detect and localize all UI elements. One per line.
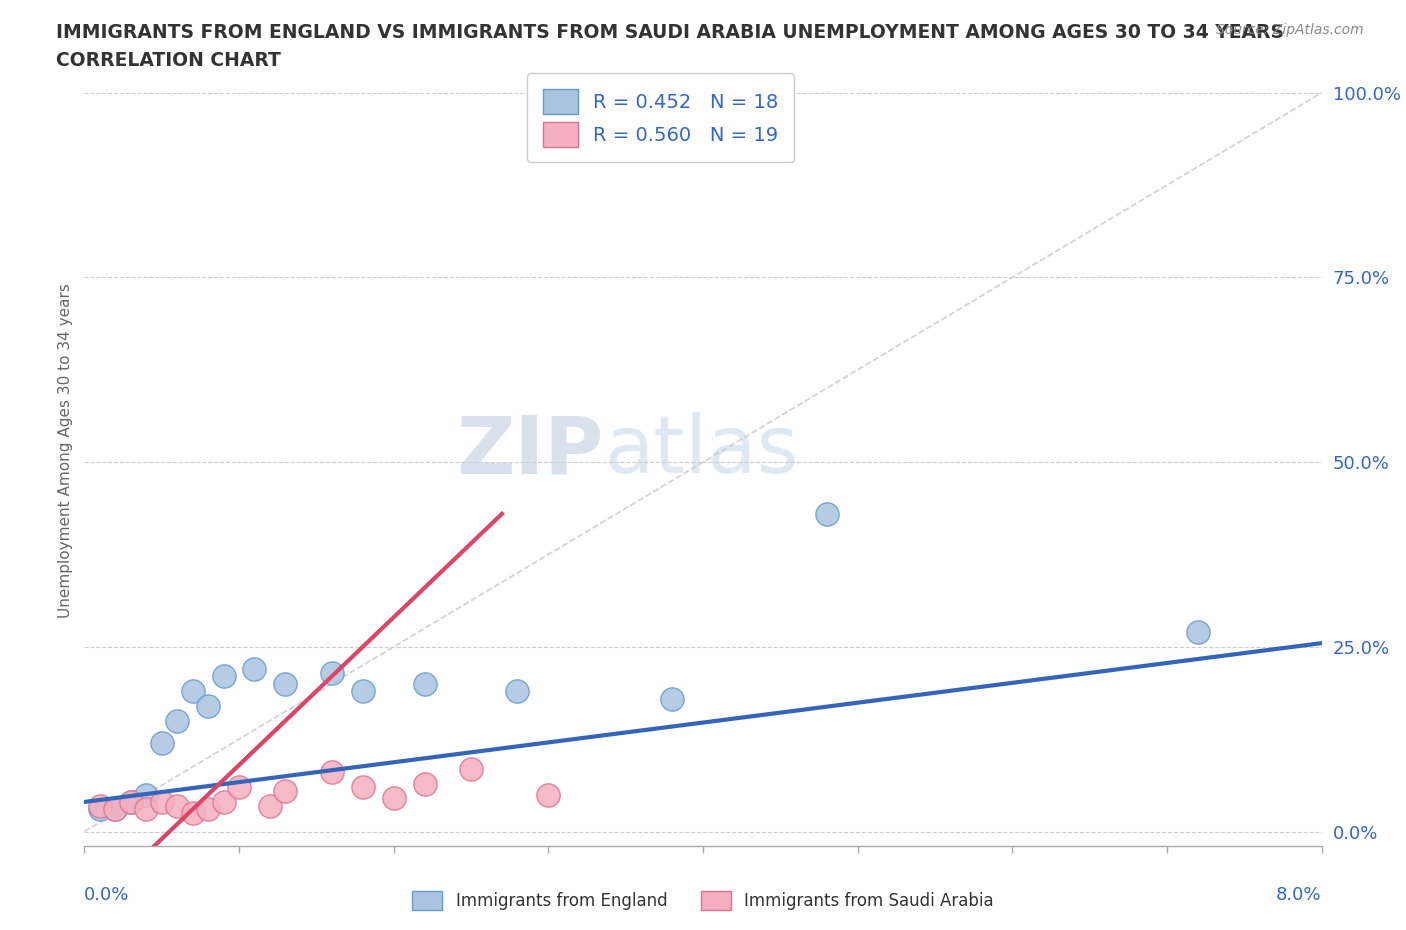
Point <box>815 507 838 522</box>
Legend: Immigrants from England, Immigrants from Saudi Arabia: Immigrants from England, Immigrants from… <box>406 884 1000 917</box>
Point <box>614 137 637 152</box>
Point <box>150 794 173 809</box>
Text: 8.0%: 8.0% <box>1277 885 1322 904</box>
Point <box>212 794 235 809</box>
Point <box>413 676 436 691</box>
Point <box>506 684 529 698</box>
Point <box>135 787 157 802</box>
Point <box>537 787 560 802</box>
Point <box>382 790 405 805</box>
Text: IMMIGRANTS FROM ENGLAND VS IMMIGRANTS FROM SAUDI ARABIA UNEMPLOYMENT AMONG AGES : IMMIGRANTS FROM ENGLAND VS IMMIGRANTS FR… <box>56 23 1284 42</box>
Text: ZIP: ZIP <box>457 412 605 490</box>
Text: CORRELATION CHART: CORRELATION CHART <box>56 51 281 70</box>
Point <box>89 802 111 817</box>
Point <box>352 779 374 794</box>
Point <box>181 805 204 820</box>
Point <box>228 779 250 794</box>
Point <box>197 698 219 713</box>
Point <box>274 676 297 691</box>
Point <box>120 794 142 809</box>
Point <box>89 798 111 813</box>
Point <box>212 669 235 684</box>
Point <box>104 802 127 817</box>
Point <box>413 776 436 790</box>
Point <box>460 762 482 777</box>
Text: atlas: atlas <box>605 412 799 490</box>
Point <box>104 802 127 817</box>
Point <box>197 802 219 817</box>
Point <box>661 691 683 706</box>
Point <box>1187 625 1209 640</box>
Point <box>166 713 188 728</box>
Y-axis label: Unemployment Among Ages 30 to 34 years: Unemployment Among Ages 30 to 34 years <box>58 284 73 618</box>
Point <box>352 684 374 698</box>
Point <box>120 794 142 809</box>
Point <box>321 765 343 780</box>
Text: Source: ZipAtlas.com: Source: ZipAtlas.com <box>1216 23 1364 37</box>
Point <box>166 798 188 813</box>
Point <box>321 665 343 680</box>
Point <box>135 802 157 817</box>
Point <box>150 736 173 751</box>
Point <box>274 783 297 798</box>
Point <box>259 798 281 813</box>
Point <box>181 684 204 698</box>
Text: 0.0%: 0.0% <box>84 885 129 904</box>
Point <box>243 661 266 676</box>
